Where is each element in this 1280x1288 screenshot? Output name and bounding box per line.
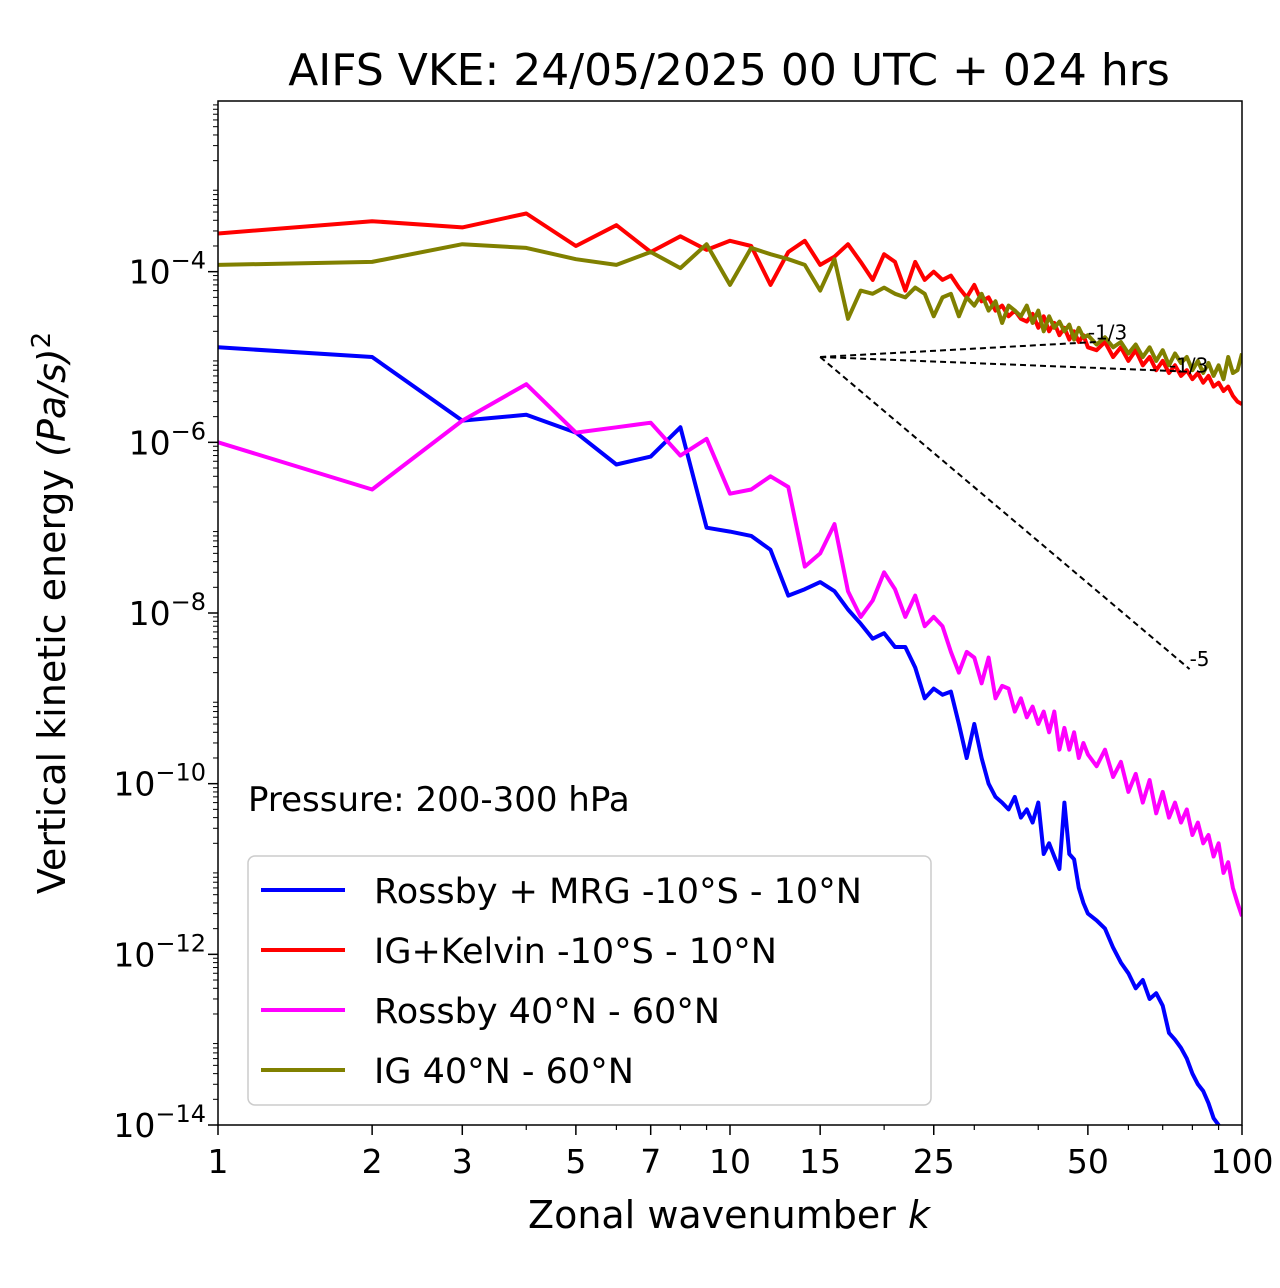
pressure-annotation: Pressure: 200-300 hPa (248, 780, 630, 820)
x-tick-label: 1 (208, 1142, 229, 1181)
reference-line-2 (820, 356, 1182, 373)
y-tick-label: 10−8 (129, 588, 206, 633)
chart-title: AIFS VKE: 24/05/2025 00 UTC + 024 hrs (288, 45, 1170, 96)
y-axis-label: Vertical kinetic energy (Pa/s)2 (27, 332, 74, 894)
x-tick-label: 2 (362, 1142, 383, 1181)
x-axis-ticks: 1 2 3 5 7 10 15 25 50 100 (208, 1125, 1274, 1181)
reference-line-label-3: -5 (1190, 647, 1210, 671)
reference-line-3 (819, 356, 1191, 670)
x-tick-label: 5 (565, 1142, 586, 1181)
legend: Rossby + MRG -10°S - 10°N IG+Kelvin -10°S… (247, 855, 932, 1106)
series-layer (218, 211, 1242, 1125)
x-tick-label: 25 (913, 1142, 955, 1181)
series-line-2 (218, 211, 1242, 406)
x-tick-label: 100 (1211, 1142, 1274, 1181)
y-tick-label: 10−14 (113, 1100, 206, 1145)
legend-label-3: Rossby 40°N - 60°N (374, 992, 720, 1032)
y-tick-label: 10−6 (129, 417, 206, 462)
series-line-4 (218, 242, 1242, 382)
legend-label-4: IG 40°N - 60°N (374, 1052, 634, 1092)
legend-label-2: IG+Kelvin -10°S - 10°N (374, 932, 777, 972)
x-axis-label: Zonal wavenumber k (528, 1193, 932, 1237)
reference-line-label-1: -1/3 (1088, 321, 1127, 345)
reference-line-label-2: -1/3 (1169, 353, 1208, 377)
x-tick-label: 3 (452, 1142, 473, 1181)
y-axis-ticks: 10−4 10−6 10−8 10−10 10−12 10−14 (113, 104, 218, 1145)
reference-line-1 (820, 340, 1097, 358)
series-line-1 (218, 345, 1221, 1125)
x-tick-label: 15 (799, 1142, 841, 1181)
legend-label-1: Rossby + MRG -10°S - 10°N (374, 872, 862, 912)
y-tick-label: 10−4 (129, 247, 206, 292)
x-tick-label: 7 (640, 1142, 661, 1181)
reference-slope-lines: -1/3 -1/3 -5 (819, 321, 1210, 671)
series-line-3 (218, 382, 1242, 917)
x-tick-label: 50 (1067, 1142, 1109, 1181)
y-tick-label: 10−10 (113, 759, 206, 804)
legend-box (247, 855, 932, 1106)
y-tick-label: 10−12 (113, 929, 206, 974)
x-tick-label: 10 (709, 1142, 751, 1181)
